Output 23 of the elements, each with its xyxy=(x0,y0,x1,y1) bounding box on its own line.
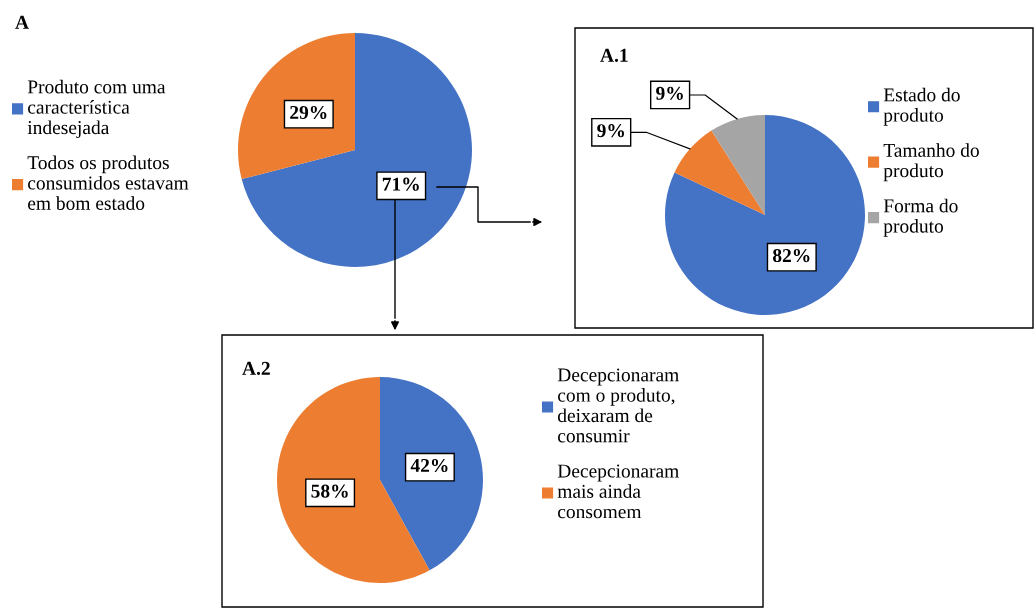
data-label: 29% xyxy=(290,105,327,120)
legend-label: Estado do produto xyxy=(883,87,960,126)
data-label: 71% xyxy=(382,177,419,191)
pie-slice xyxy=(711,115,765,215)
legend-label: Todos os produtos consumidos estavam em bom estado xyxy=(27,155,189,210)
pie-slice xyxy=(674,130,765,215)
legend-label: Produto com uma característica indesejada xyxy=(27,79,166,139)
data-label: 82% xyxy=(772,248,810,263)
legend-label: Decepcionaram mais ainda consomem xyxy=(557,464,679,519)
legend-label: Decepcionaram com o produto, deixaram de consumir xyxy=(557,368,679,443)
data-label: 42% xyxy=(410,458,448,473)
pie-slice xyxy=(665,115,865,315)
pie-slice xyxy=(380,377,483,571)
pie-slice xyxy=(241,33,472,267)
chart-title: A.2 xyxy=(242,361,270,375)
legend-label: Tamanho do produto xyxy=(883,143,979,182)
chart-title: A.1 xyxy=(600,48,628,62)
data-label: 9% xyxy=(656,86,683,100)
legend-label: Forma do produto xyxy=(883,198,958,237)
data-label: 9% xyxy=(597,124,624,138)
chart-title: A xyxy=(15,15,29,29)
pie-slice xyxy=(238,33,355,180)
data-label: 58% xyxy=(311,484,348,498)
